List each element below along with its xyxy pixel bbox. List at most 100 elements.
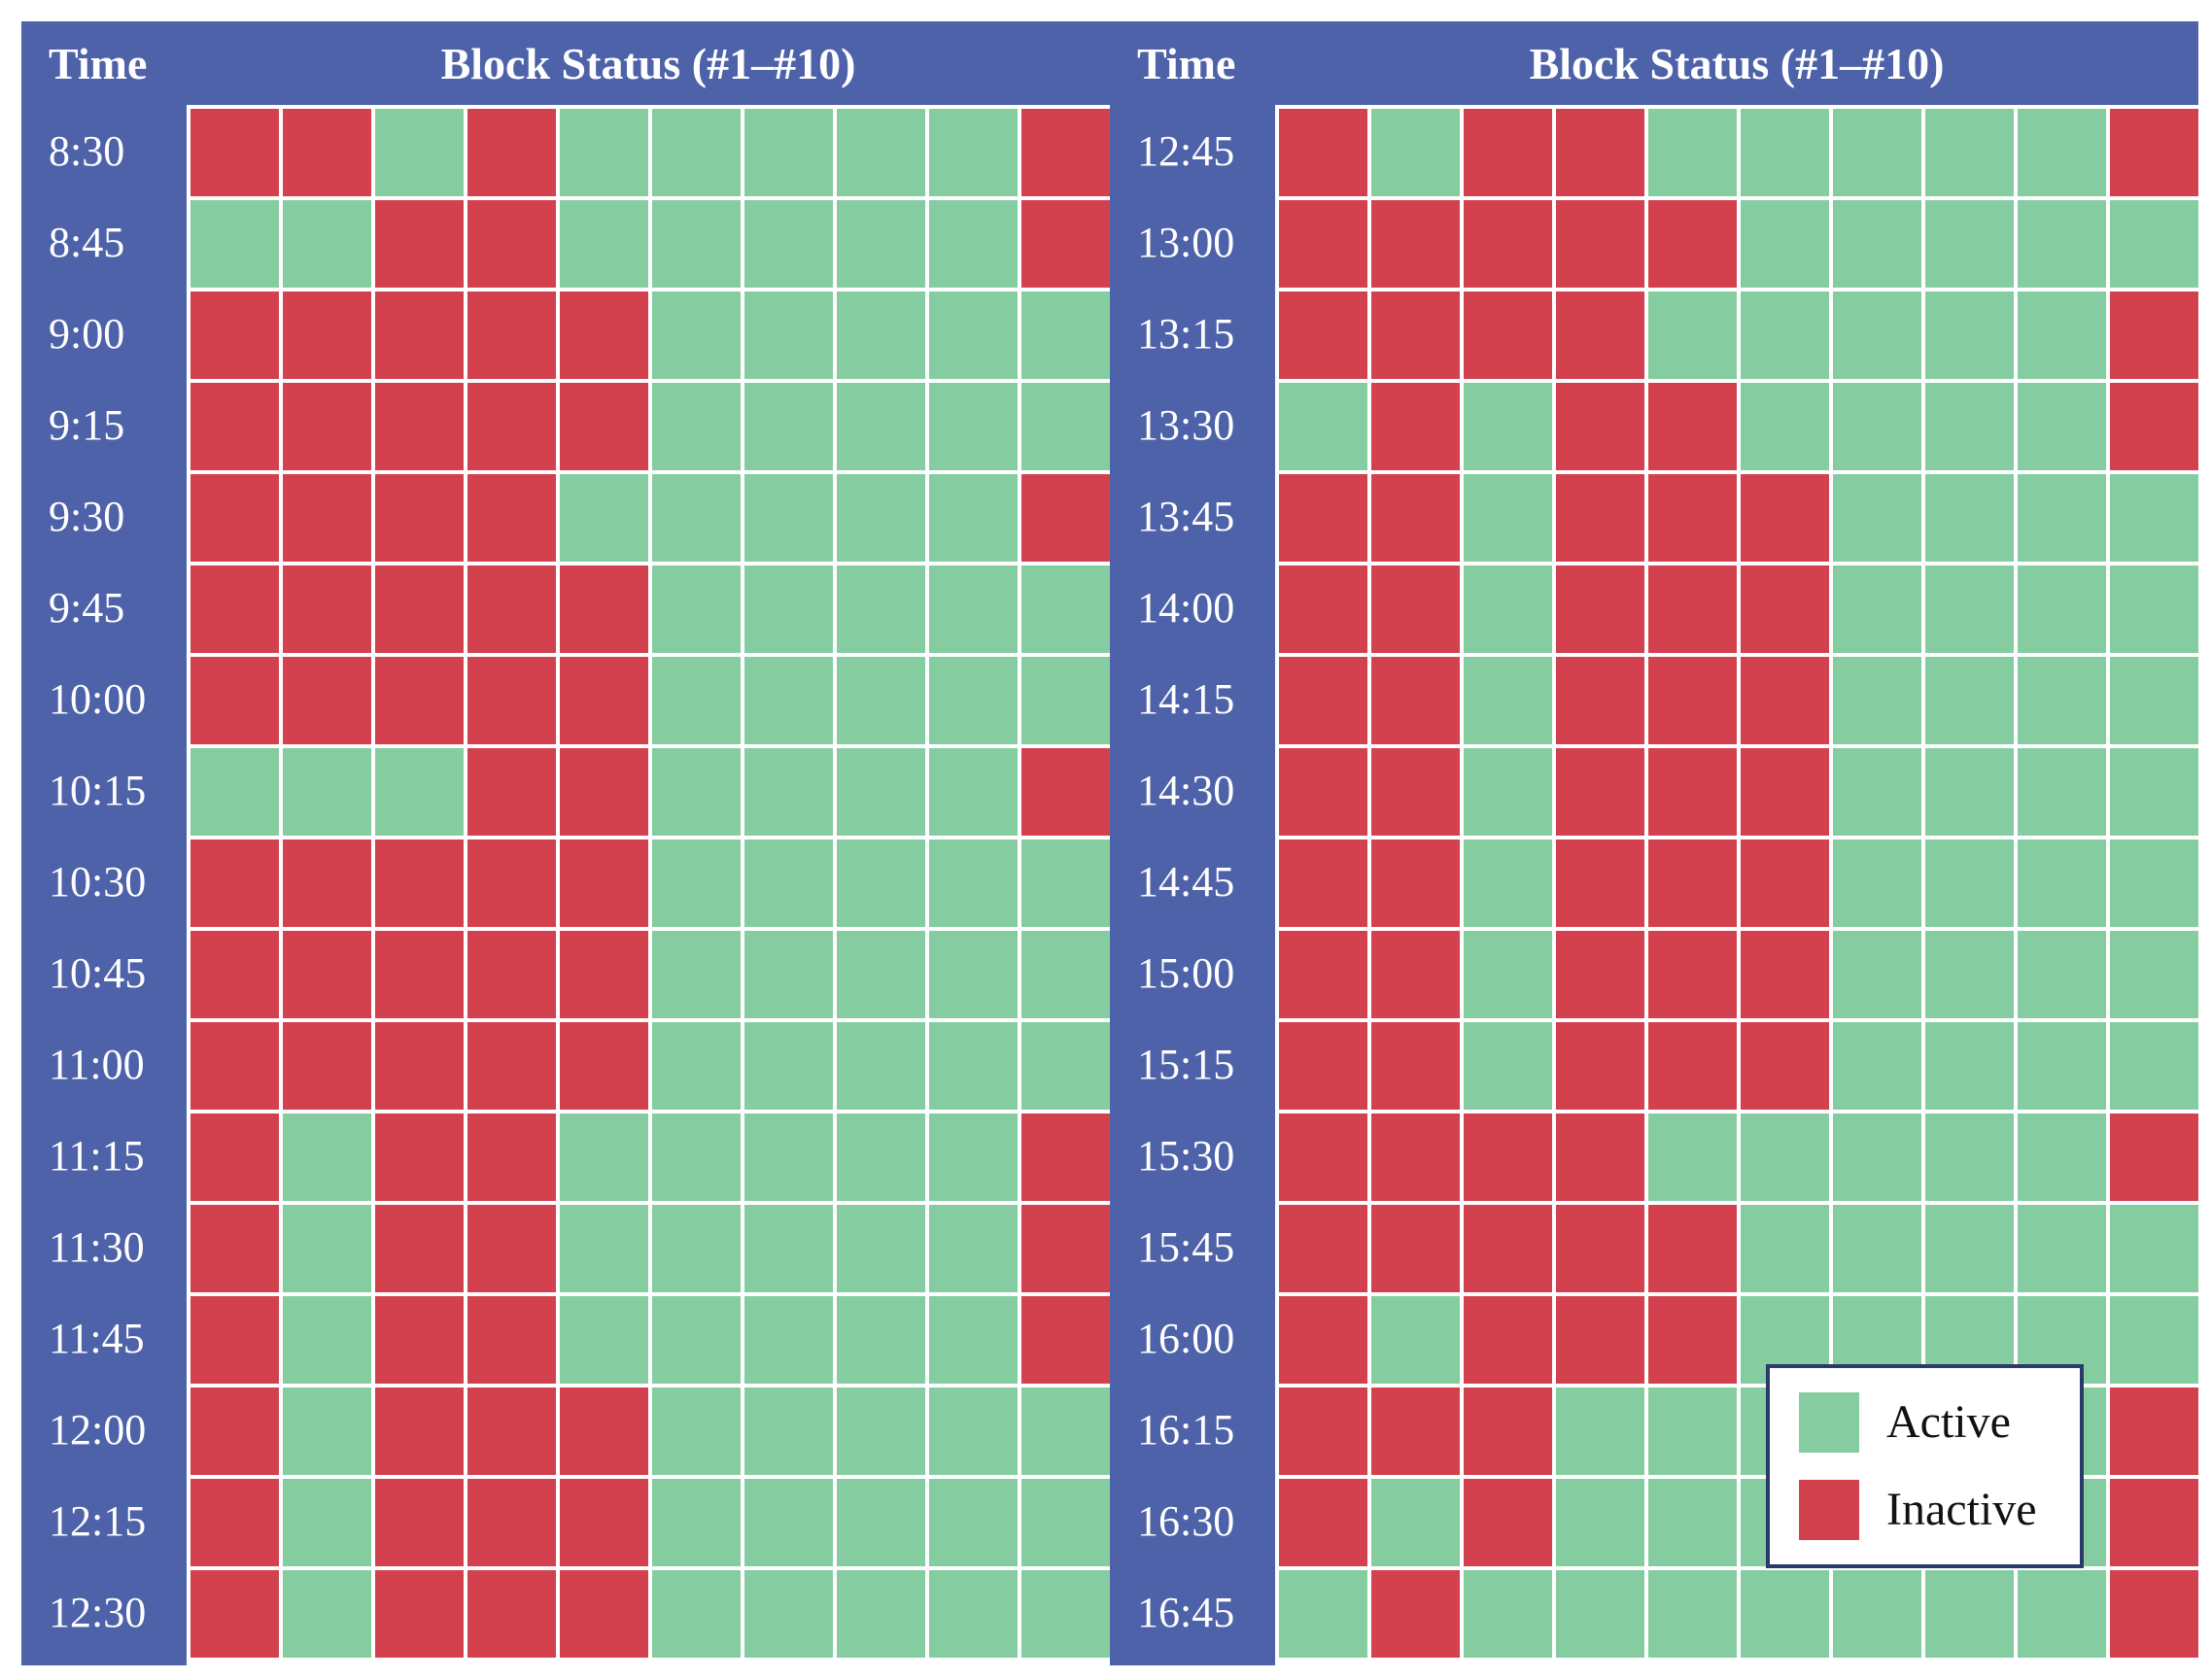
status-cell-8:30-block8 <box>837 109 925 196</box>
status-cell-15:15-block3 <box>1464 1022 1552 1110</box>
status-cell-15:45-block3 <box>1464 1205 1552 1292</box>
status-cell-16:15-block2 <box>1371 1388 1460 1475</box>
status-cell-14:15-block4 <box>1556 657 1644 744</box>
status-cell-11:30-block5 <box>560 1205 648 1292</box>
status-cell-10:30-block9 <box>929 840 1018 927</box>
status-cell-16:45-block10 <box>2110 1570 2198 1658</box>
status-cell-11:15-block3 <box>375 1114 464 1201</box>
status-cell-8:45-block7 <box>744 200 833 288</box>
legend-label-inactive: Inactive <box>1886 1484 2037 1535</box>
status-cell-9:00-block10 <box>1021 291 1110 379</box>
status-cell-13:45-block7 <box>1833 474 1921 562</box>
status-cell-16:45-block9 <box>2018 1570 2106 1658</box>
status-cell-13:30-block1 <box>1279 383 1367 470</box>
status-cell-9:15-block6 <box>652 383 741 470</box>
status-cell-8:45-block10 <box>1021 200 1110 288</box>
status-cell-10:45-block1 <box>190 931 279 1018</box>
status-cell-14:00-block4 <box>1556 565 1644 653</box>
status-cell-14:00-block3 <box>1464 565 1552 653</box>
status-cell-12:00-block3 <box>375 1388 464 1475</box>
status-cell-16:00-block3 <box>1464 1296 1552 1384</box>
status-cell-10:15-block4 <box>467 748 556 836</box>
status-cell-15:30-block10 <box>2110 1114 2198 1201</box>
status-cell-12:00-block9 <box>929 1388 1018 1475</box>
status-cell-15:45-block4 <box>1556 1205 1644 1292</box>
status-cell-15:00-block8 <box>1925 931 2014 1018</box>
status-cell-15:45-block9 <box>2018 1205 2106 1292</box>
status-cell-9:45-block6 <box>652 565 741 653</box>
status-cell-9:15-block7 <box>744 383 833 470</box>
status-cell-9:30-block1 <box>190 474 279 562</box>
status-cell-9:30-block6 <box>652 474 741 562</box>
status-cell-11:30-block1 <box>190 1205 279 1292</box>
status-cell-8:30-block2 <box>283 109 371 196</box>
time-column-header: Time <box>49 38 148 88</box>
time-label: 13:45 <box>1137 492 1235 540</box>
status-cell-10:15-block1 <box>190 748 279 836</box>
status-cell-11:15-block9 <box>929 1114 1018 1201</box>
status-cell-12:45-block10 <box>2110 109 2198 196</box>
status-cell-16:45-block1 <box>1279 1570 1367 1658</box>
status-cell-13:30-block8 <box>1925 383 2014 470</box>
status-cell-15:15-block5 <box>1648 1022 1737 1110</box>
status-cell-14:00-block1 <box>1279 565 1367 653</box>
status-cell-13:30-block6 <box>1741 383 1829 470</box>
status-cell-11:30-block8 <box>837 1205 925 1292</box>
status-cell-15:15-block4 <box>1556 1022 1644 1110</box>
status-cell-13:00-block8 <box>1925 200 2014 288</box>
status-cell-8:45-block8 <box>837 200 925 288</box>
status-cell-14:30-block1 <box>1279 748 1367 836</box>
status-cell-15:15-block6 <box>1741 1022 1829 1110</box>
status-cell-9:00-block1 <box>190 291 279 379</box>
status-cell-13:00-block6 <box>1741 200 1829 288</box>
status-cell-14:45-block9 <box>2018 840 2106 927</box>
status-cell-13:15-block1 <box>1279 291 1367 379</box>
time-column-background <box>21 21 187 1665</box>
status-cell-9:15-block3 <box>375 383 464 470</box>
time-label: 14:45 <box>1137 857 1235 906</box>
status-cell-13:45-block10 <box>2110 474 2198 562</box>
status-cell-11:15-block4 <box>467 1114 556 1201</box>
status-cell-8:45-block2 <box>283 200 371 288</box>
status-cell-9:45-block2 <box>283 565 371 653</box>
status-cell-9:45-block4 <box>467 565 556 653</box>
status-cell-14:45-block6 <box>1741 840 1829 927</box>
time-label: 12:15 <box>49 1496 147 1545</box>
status-cell-10:30-block5 <box>560 840 648 927</box>
status-cell-10:45-block10 <box>1021 931 1110 1018</box>
time-label-column: 8:30 8:45 9:00 9:15 9:30 9:45 10:00 10:15 10:30 1… <box>21 105 187 1658</box>
status-cell-10:15-block3 <box>375 748 464 836</box>
status-cell-16:15-block3 <box>1464 1388 1552 1475</box>
status-cell-10:15-block9 <box>929 748 1018 836</box>
status-cell-10:45-block8 <box>837 931 925 1018</box>
status-cell-10:45-block5 <box>560 931 648 1018</box>
status-cell-14:30-block7 <box>1833 748 1921 836</box>
status-cell-14:15-block10 <box>2110 657 2198 744</box>
status-cell-11:00-block4 <box>467 1022 556 1110</box>
time-label: 9:45 <box>49 583 125 632</box>
status-cell-10:30-block3 <box>375 840 464 927</box>
status-cell-15:15-block10 <box>2110 1022 2198 1110</box>
status-cell-9:15-block1 <box>190 383 279 470</box>
status-cell-9:30-block4 <box>467 474 556 562</box>
time-label: 15:45 <box>1137 1222 1235 1271</box>
time-label: 8:45 <box>49 218 125 266</box>
status-cell-15:00-block3 <box>1464 931 1552 1018</box>
status-cell-14:15-block1 <box>1279 657 1367 744</box>
status-cell-8:30-block6 <box>652 109 741 196</box>
time-label: 12:00 <box>49 1405 147 1454</box>
status-cell-12:00-block4 <box>467 1388 556 1475</box>
status-cell-14:15-block2 <box>1371 657 1460 744</box>
legend-label-active: Active <box>1886 1396 2011 1448</box>
status-cell-11:30-block9 <box>929 1205 1018 1292</box>
status-cell-12:15-block9 <box>929 1479 1018 1566</box>
status-cell-14:45-block8 <box>1925 840 2014 927</box>
status-cell-8:30-block5 <box>560 109 648 196</box>
status-cell-14:45-block2 <box>1371 840 1460 927</box>
status-cell-15:00-block2 <box>1371 931 1460 1018</box>
time-label: 8:30 <box>49 126 125 175</box>
status-cell-14:45-block5 <box>1648 840 1737 927</box>
status-cell-15:00-block1 <box>1279 931 1367 1018</box>
status-cell-10:45-block7 <box>744 931 833 1018</box>
status-cell-16:00-block1 <box>1279 1296 1367 1384</box>
